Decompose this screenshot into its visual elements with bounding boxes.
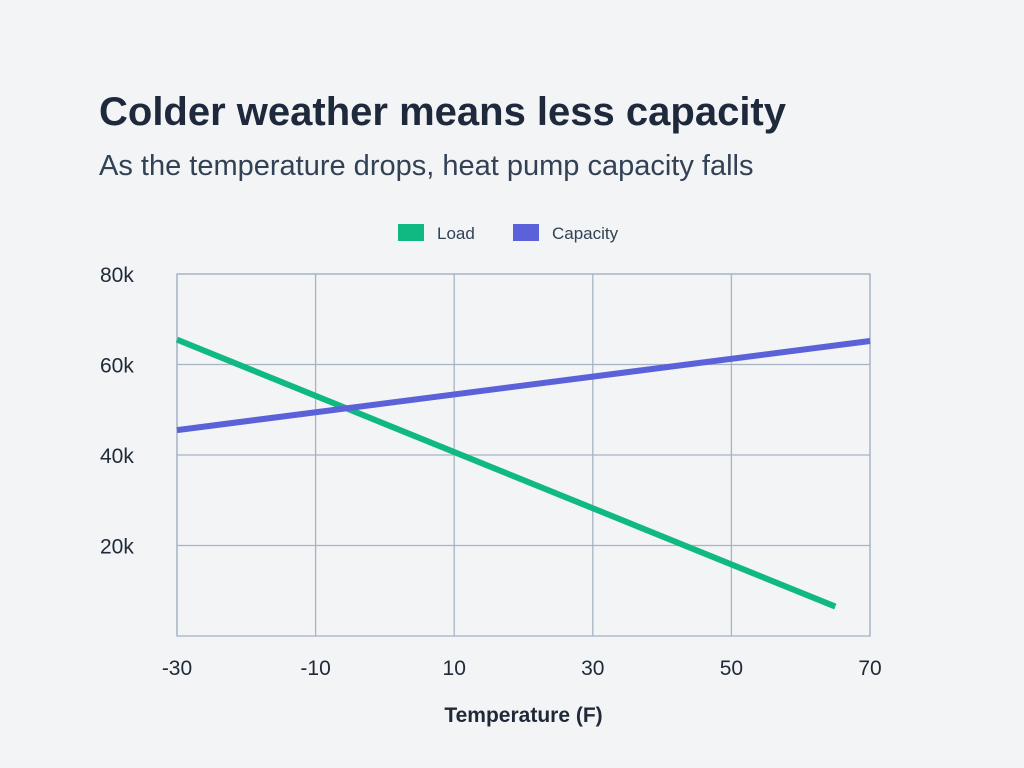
legend-swatch-load	[398, 224, 424, 241]
chart-title: Colder weather means less capacity	[99, 90, 786, 134]
legend-label-capacity: Capacity	[552, 224, 619, 243]
legend-label-load: Load	[437, 224, 475, 243]
plot-frame	[176, 273, 871, 637]
y-tick-label: 60k	[100, 355, 134, 378]
x-tick-label: -30	[162, 657, 192, 680]
chart-subtitle: As the temperature drops, heat pump capa…	[99, 150, 754, 182]
x-tick-label: 30	[581, 657, 604, 680]
x-tick-label: -10	[300, 657, 330, 680]
x-tick-label: 50	[720, 657, 743, 680]
series-line-load	[175, 336, 837, 610]
y-tick-label: 40k	[100, 445, 134, 468]
y-tick-label: 80k	[100, 264, 134, 287]
x-axis-label: Temperature (F)	[444, 704, 602, 727]
y-tick-label: 20k	[100, 536, 134, 559]
x-tick-label: 10	[443, 657, 466, 680]
legend-swatch-capacity	[513, 224, 539, 241]
x-tick-label: 70	[858, 657, 881, 680]
series-line-capacity	[176, 337, 871, 434]
